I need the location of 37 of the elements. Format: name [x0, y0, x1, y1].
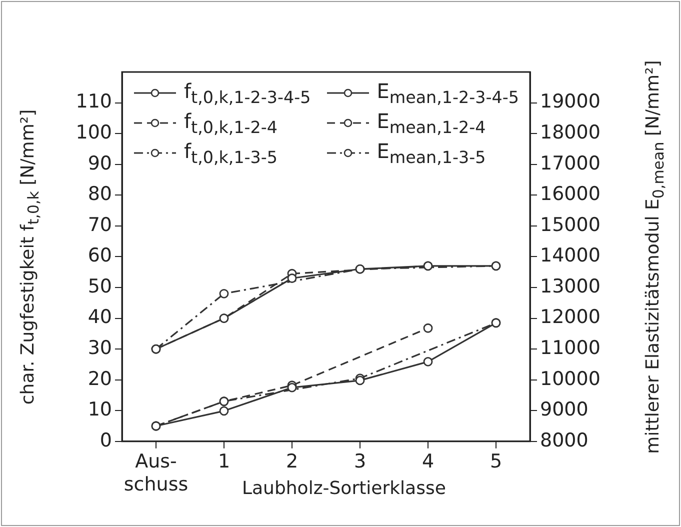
x-tick-label: 4: [422, 450, 434, 473]
y-tick-label: 80: [88, 183, 112, 206]
y-tick-label: 40: [88, 306, 112, 328]
x-tick-label: Aus- schuss: [124, 450, 188, 496]
y-tick-label: 110: [76, 90, 112, 113]
y2-tick-label: 16000: [540, 183, 600, 206]
y-tick-label: 90: [88, 152, 112, 174]
x-tick-label: 3: [354, 450, 366, 473]
y-tick-label: 50: [88, 275, 112, 298]
legend-label: E$_{mean,1-2-3-4-5}$: [376, 79, 519, 107]
y2-tick-label: 8000: [540, 429, 588, 452]
legend-label: f$_{t,0,k,1-2-3-4-5}$: [184, 79, 311, 107]
y-tick-label: 60: [88, 244, 112, 267]
y-tick-label: 70: [88, 214, 112, 236]
y-tick-label: 30: [88, 336, 112, 359]
legend-label: E$_{mean,1-2-4}$: [376, 109, 486, 137]
y2-tick-label: 15000: [540, 214, 600, 236]
x-tick-label: 5: [490, 450, 502, 473]
x-tick-label: 1: [218, 450, 230, 473]
y2-tick-label: 11000: [540, 336, 600, 359]
y2-tick-label: 17000: [540, 152, 600, 174]
y-tick-label: 100: [76, 122, 112, 144]
y2-tick-label: 13000: [540, 275, 600, 298]
legend-label: E$_{mean,1-3-5}$: [376, 139, 486, 167]
y2-tick-label: 10000: [540, 368, 600, 390]
y2-tick-label: 18000: [540, 122, 600, 144]
y2-tick-label: 14000: [540, 244, 600, 267]
legend-label: f$_{t,0,k,1-2-4}$: [184, 109, 278, 137]
x-tick-label: 2: [286, 450, 298, 473]
y-tick-label: 20: [88, 368, 112, 390]
y2-tick-label: 12000: [540, 306, 600, 328]
y-tick-label: 10: [88, 398, 112, 421]
legend-label: f$_{t,0,k,1-3-5}$: [184, 139, 278, 167]
y2-tick-label: 19000: [540, 90, 600, 113]
y2-tick-label: 9000: [540, 398, 588, 421]
x-axis-title: Laubholz-Sortierklasse: [242, 478, 446, 499]
y-tick-label: 0: [100, 429, 112, 452]
